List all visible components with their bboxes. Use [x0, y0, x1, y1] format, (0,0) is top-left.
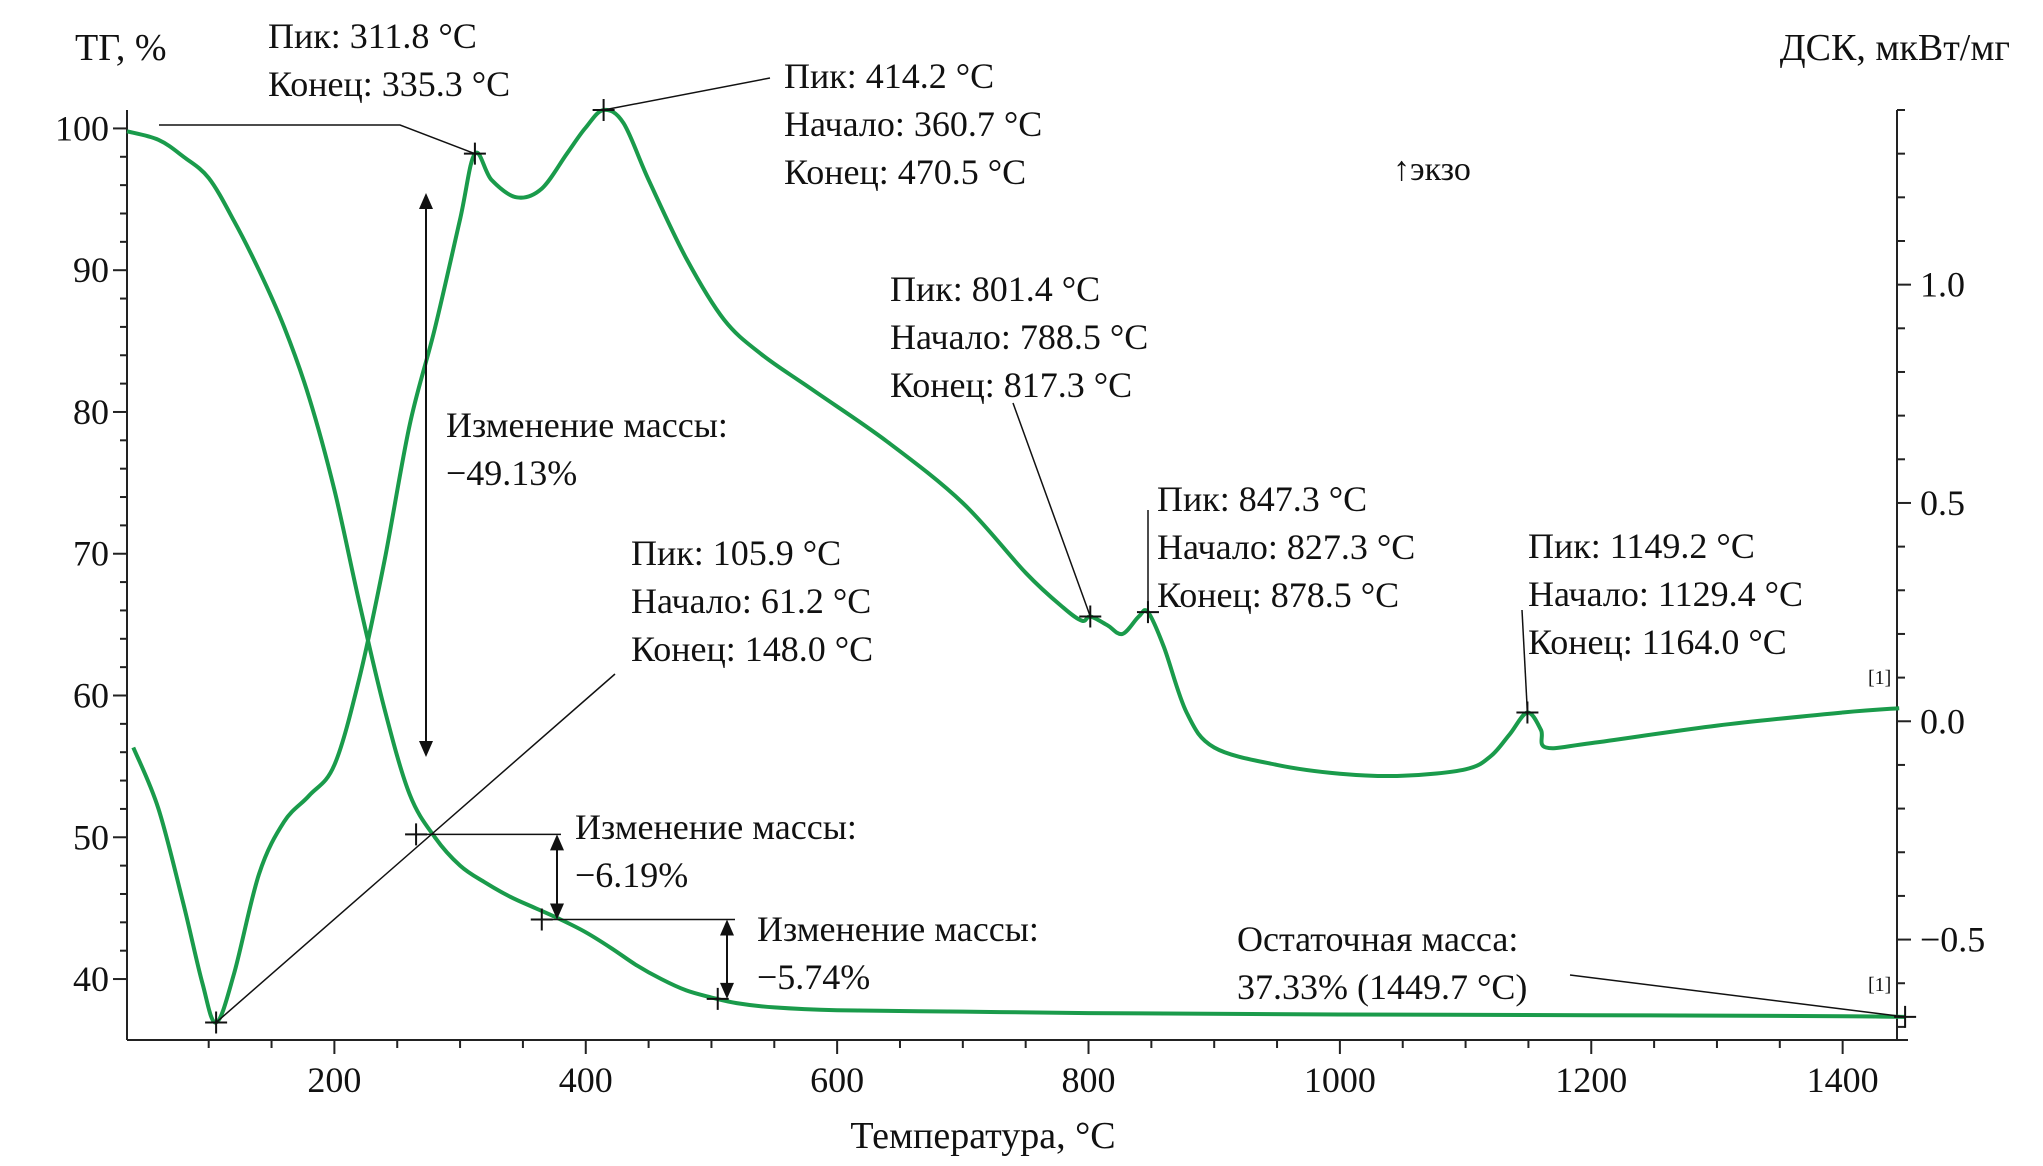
annotation-leader-line	[215, 673, 616, 1024]
annotation-line: Начало: 1129.4 °C	[1528, 574, 1803, 614]
tg-end-marker: [1]	[1868, 974, 1891, 996]
annotation-line: Начало: 61.2 °C	[631, 581, 871, 621]
y-left-tick-label: 40	[73, 959, 109, 999]
annotation-line: Конец: 148.0 °C	[631, 629, 873, 669]
series	[126, 107, 1906, 1025]
y-left-tick-label: 80	[73, 392, 109, 432]
arrow-head-down	[720, 982, 734, 999]
annotation-line: Конец: 470.5 °C	[784, 152, 1026, 192]
leader-lines	[159, 77, 1906, 1024]
mass-change-2-label: Изменение массы: −6.19%	[575, 807, 857, 895]
event-marker	[1516, 701, 1539, 724]
ticks: 200 400 600 800 1000 1200 1400 40 50 60 70 80 90 100 −…	[55, 108, 1985, 1100]
y-left-tick-label: 70	[73, 534, 109, 574]
y-left-tick-label: 60	[73, 676, 109, 716]
residual-mass-label: Остаточная масса: 37.33% (1449.7 °C)	[1237, 919, 1527, 1007]
x-tick-label: 1000	[1304, 1060, 1376, 1100]
x-tick-label: 1400	[1807, 1060, 1879, 1100]
peak-414-label: Пик: 414.2 °C Начало: 360.7 °C Конец: 470.…	[784, 56, 1042, 192]
peak-311-label: Пик: 311.8 °C Конец: 335.3 °C	[268, 16, 510, 104]
x-axis-title: Температура, °C	[850, 1115, 1115, 1157]
annotation-line: Изменение массы:	[446, 405, 728, 445]
annotation-line: −6.19%	[575, 855, 688, 895]
event-marker	[530, 908, 553, 931]
annotation-line: Начало: 360.7 °C	[784, 104, 1042, 144]
event-marker	[463, 142, 486, 165]
event-marker	[1136, 601, 1159, 624]
event-marker	[1079, 605, 1102, 628]
event-marker	[1894, 1005, 1917, 1028]
annotation-line: Начало: 788.5 °C	[890, 317, 1148, 357]
annotation-leader-line	[1521, 609, 1529, 713]
arrow-head-up	[550, 834, 564, 851]
annotation-line: Конец: 335.3 °C	[268, 64, 510, 104]
annotation-line: Пик: 847.3 °C	[1157, 479, 1367, 519]
annotation-line: Остаточная масса:	[1237, 919, 1518, 959]
y-left-tick-label: 50	[73, 817, 109, 857]
event-marker	[592, 99, 615, 121]
peak-801-label: Пик: 801.4 °C Начало: 788.5 °C Конец: 817.…	[890, 269, 1148, 405]
y-right-tick-label: 0.0	[1920, 701, 1965, 741]
event-marker	[706, 987, 729, 1010]
annotation-line: −5.74%	[757, 957, 870, 997]
y-right-tick-label: −0.5	[1920, 920, 1985, 960]
event-marker	[405, 823, 428, 846]
y-left-tick-label: 90	[73, 250, 109, 290]
annotation-line: Пик: 801.4 °C	[890, 269, 1100, 309]
axes	[126, 110, 1908, 1041]
annotation-line: Конец: 817.3 °C	[890, 365, 1132, 405]
peak-847-label: Пик: 847.3 °C Начало: 827.3 °C Конец: 878.…	[1157, 479, 1415, 615]
arrow-head-up	[720, 919, 734, 936]
y-right-tick-label: 1.0	[1920, 265, 1965, 305]
exo-label: ↑экзо	[1393, 151, 1471, 188]
annotation-line: Изменение массы:	[757, 909, 1039, 949]
y-axis-title-right: ДСК, мкВт/мг	[1780, 27, 2010, 69]
mass-change-1-label: Изменение массы: −49.13%	[446, 405, 728, 493]
dsc-curve	[131, 107, 1900, 1025]
annotation-line: 37.33% (1449.7 °C)	[1237, 967, 1527, 1007]
x-tick-label: 600	[810, 1060, 864, 1100]
annotation-leader-line	[603, 77, 771, 111]
annotations: Пик: 311.8 °C Конец: 335.3 °C Пик: 414.2 °…	[268, 16, 1803, 1007]
annotation-line: Пик: 105.9 °C	[631, 533, 841, 573]
y-axis-title-left: ТГ, %	[75, 27, 167, 69]
annotation-line: Пик: 414.2 °C	[784, 56, 994, 96]
event-marker	[205, 1011, 228, 1034]
peak-106-label: Пик: 105.9 °C Начало: 61.2 °C Конец: 148.0…	[631, 533, 873, 669]
annotation-leader-line	[1012, 402, 1092, 617]
x-tick-label: 1200	[1555, 1060, 1627, 1100]
mass-change-3-label: Изменение массы: −5.74%	[757, 909, 1039, 997]
arrow-head-down	[419, 741, 433, 757]
annotation-line: Изменение массы:	[575, 807, 857, 847]
x-tick-label: 800	[1062, 1060, 1116, 1100]
annotation-line: −49.13%	[446, 453, 577, 493]
x-tick-label: 400	[559, 1060, 613, 1100]
annotation-line: Конец: 878.5 °C	[1157, 575, 1399, 615]
annotation-line: Пик: 1149.2 °C	[1528, 526, 1755, 566]
annotation-line: Конец: 1164.0 °C	[1528, 622, 1787, 662]
x-tick-label: 200	[307, 1060, 361, 1100]
peak-1149-label: Пик: 1149.2 °C Начало: 1129.4 °C Конец: 11…	[1528, 526, 1803, 662]
arrow-head-up	[419, 193, 433, 209]
annotation-leader-line	[1569, 974, 1906, 1018]
arrow-head-down	[550, 903, 564, 920]
annotation-leader-line	[159, 124, 476, 155]
y-right-tick-label: 0.5	[1920, 483, 1965, 523]
annotation-line: Начало: 827.3 °C	[1157, 527, 1415, 567]
y-left-tick-label: 100	[55, 108, 109, 148]
annotation-line: Пик: 311.8 °C	[268, 16, 477, 56]
event-markers	[205, 99, 1917, 1034]
dsc-end-marker: [1]	[1868, 667, 1891, 689]
